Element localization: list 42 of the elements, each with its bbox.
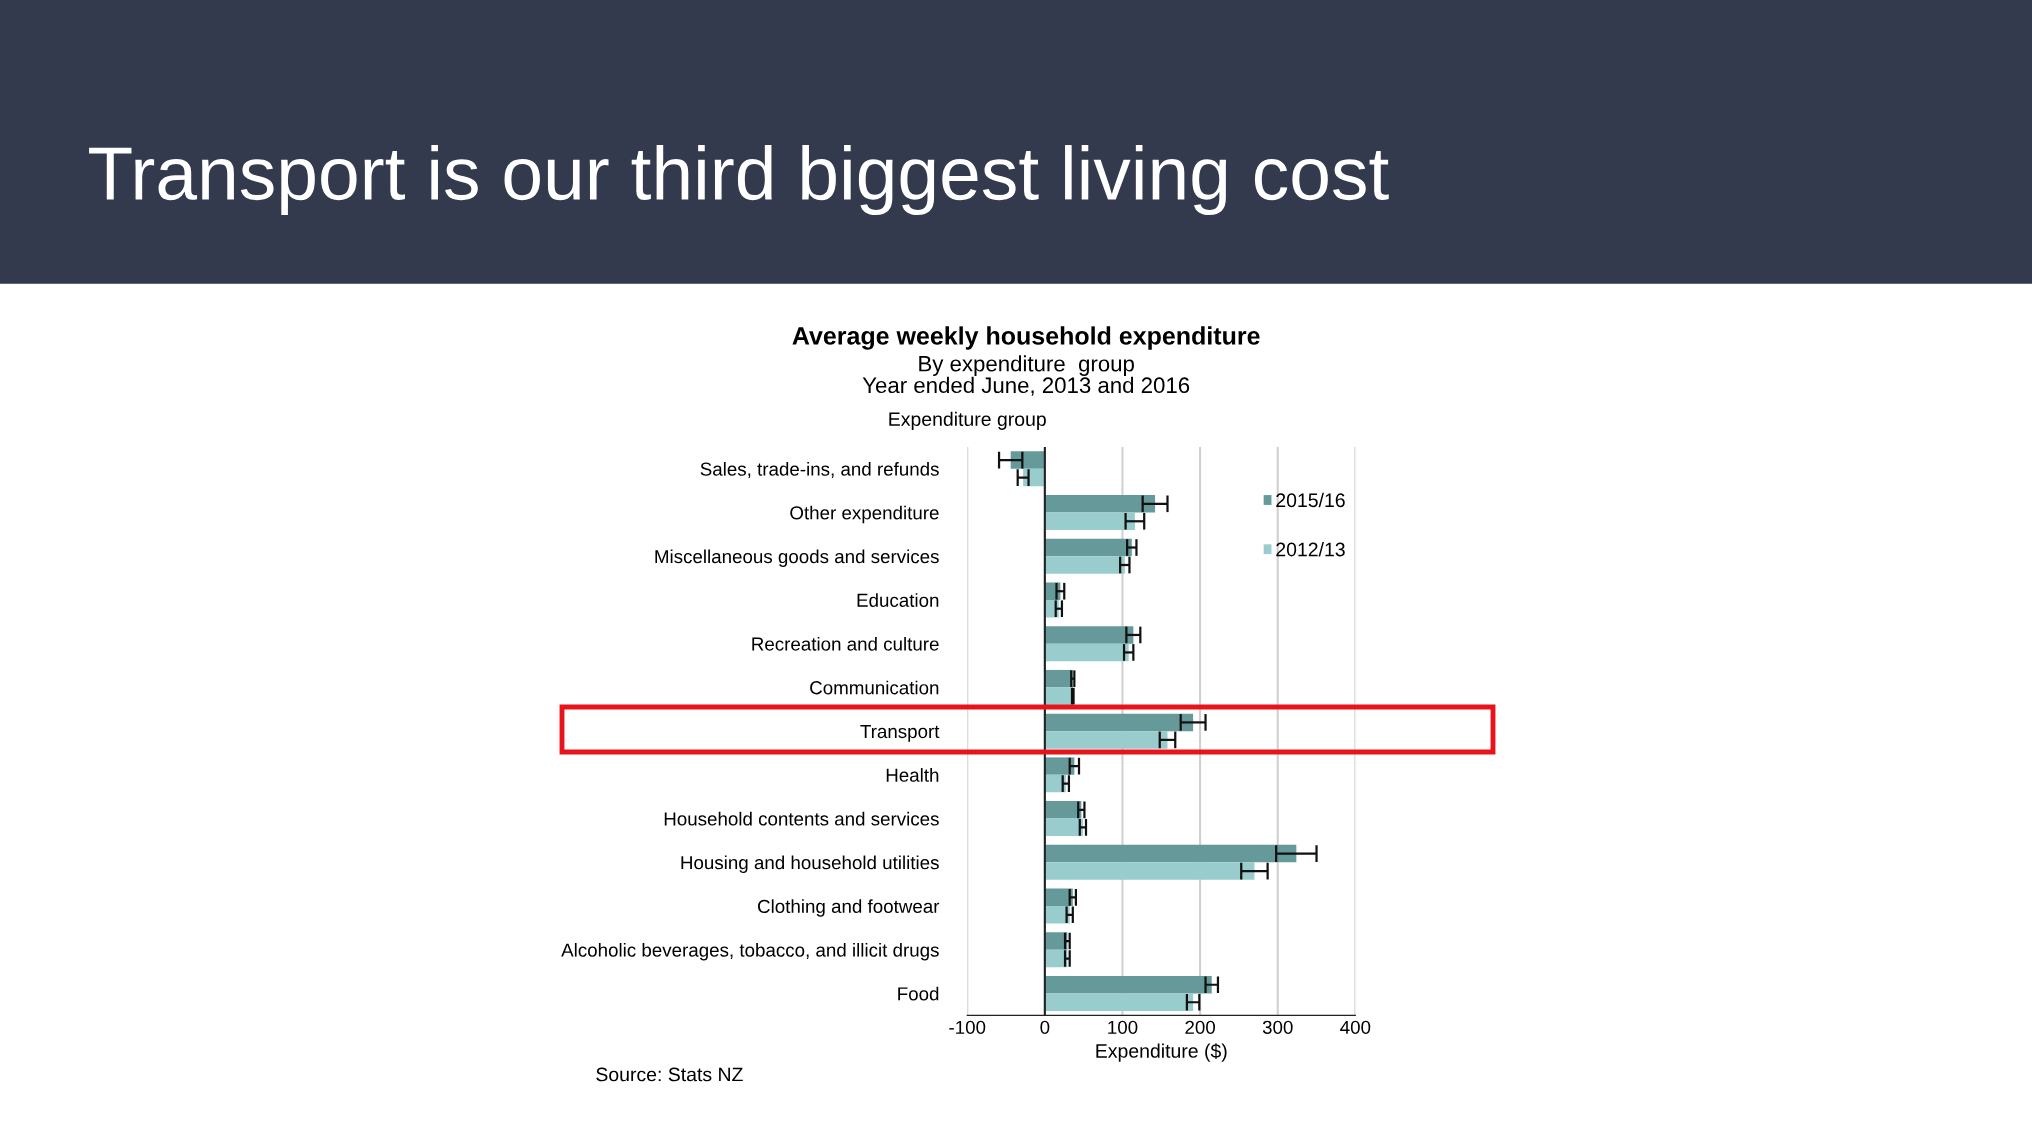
legend-label: 2012/13 — [1276, 542, 1345, 557]
bar — [1044, 495, 1156, 513]
bar — [1044, 731, 1168, 749]
bar — [1044, 801, 1082, 819]
bar — [1044, 643, 1129, 662]
chart-subtitle: By expenditure group Year ended June, 2013 and 2016 — [862, 355, 1190, 396]
y-tick-label: Education — [857, 593, 939, 607]
x-tick-label: 300 — [1262, 1020, 1293, 1034]
bar — [1044, 538, 1132, 557]
chart-title: Average weekly household expenditure — [792, 326, 1260, 350]
y-tick-label: Miscellaneous goods and services — [655, 549, 939, 567]
y-tick-label: Housing and household utilities — [681, 855, 939, 874]
y-tick-label: Clothing and footwear — [758, 899, 940, 917]
bar — [1044, 862, 1255, 880]
bar — [1044, 713, 1194, 732]
legend-label: 2015/16 — [1276, 492, 1345, 508]
y-tick-label: Food — [898, 986, 939, 1001]
x-tick-label: 200 — [1185, 1020, 1216, 1034]
bar — [1044, 976, 1212, 994]
y-tick-label: Communication — [810, 680, 939, 695]
bar — [1044, 556, 1125, 574]
bar — [1044, 512, 1135, 531]
x-tick-label: -100 — [949, 1020, 986, 1034]
y-tick-label: Sales, trade-ins, and refunds — [700, 462, 939, 478]
y-tick-label: Other expenditure — [790, 505, 939, 524]
bar — [1044, 993, 1194, 1011]
bar — [1010, 451, 1045, 469]
bar — [1044, 818, 1083, 837]
y-tick-label: Transport — [860, 725, 940, 742]
y-tick-label: Health — [886, 768, 939, 782]
x-tick-label: 100 — [1108, 1020, 1138, 1034]
x-tick-label: 0 — [1040, 1020, 1050, 1034]
y-tick-label: Recreation and culture — [752, 636, 939, 651]
x-tick-label: 400 — [1340, 1020, 1371, 1034]
text: Transport is our third biggest living cost — [89, 145, 1389, 215]
bar — [1044, 844, 1297, 863]
y-axis-title: Expenditure group — [889, 411, 1046, 430]
bar — [1044, 626, 1134, 644]
x-axis-title: Expenditure ($) — [1096, 1043, 1227, 1062]
y-tick-label: Alcoholic beverages, tobacco, and illicit drugs — [561, 942, 939, 961]
y-tick-label: Household contents and services — [664, 811, 939, 826]
source-note: Source: Stats NZ — [596, 1067, 743, 1082]
